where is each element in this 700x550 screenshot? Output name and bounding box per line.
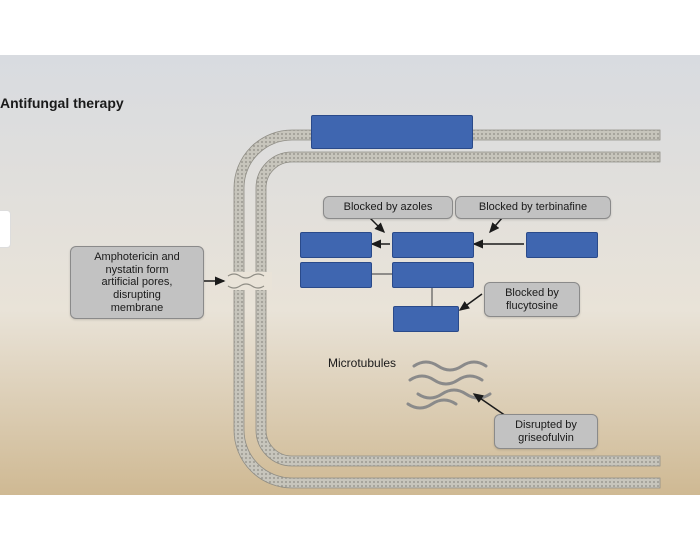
diagram-title: Antifungal therapy xyxy=(0,95,124,111)
label-amphotericin-text: Amphotericin andnystatin formartificial … xyxy=(94,251,180,314)
label-amphotericin: Amphotericin andnystatin formartificial … xyxy=(70,246,204,319)
label-terbinafine: Blocked by terbinafine xyxy=(455,196,611,219)
label-azoles: Blocked by azoles xyxy=(323,196,453,219)
blue-box-mc1[interactable] xyxy=(392,232,474,258)
blue-box-top[interactable] xyxy=(311,115,473,149)
label-terbinafine-text: Blocked by terbinafine xyxy=(479,201,587,213)
microtubules-label: Microtubules xyxy=(328,356,396,370)
label-flucytosine: Blocked byflucytosine xyxy=(484,282,580,317)
blue-box-ml1[interactable] xyxy=(300,232,372,258)
label-flucytosine-text: Blocked byflucytosine xyxy=(505,287,559,312)
label-azoles-text: Blocked by azoles xyxy=(344,201,433,213)
label-griseofulvin-text: Disrupted bygriseofulvin xyxy=(515,419,577,444)
blue-box-mr1[interactable] xyxy=(526,232,598,258)
blue-box-mc3[interactable] xyxy=(393,306,459,332)
blue-box-mc2[interactable] xyxy=(392,262,474,288)
page-edge xyxy=(0,210,11,248)
blue-box-ml2[interactable] xyxy=(300,262,372,288)
label-griseofulvin: Disrupted bygriseofulvin xyxy=(494,414,598,449)
